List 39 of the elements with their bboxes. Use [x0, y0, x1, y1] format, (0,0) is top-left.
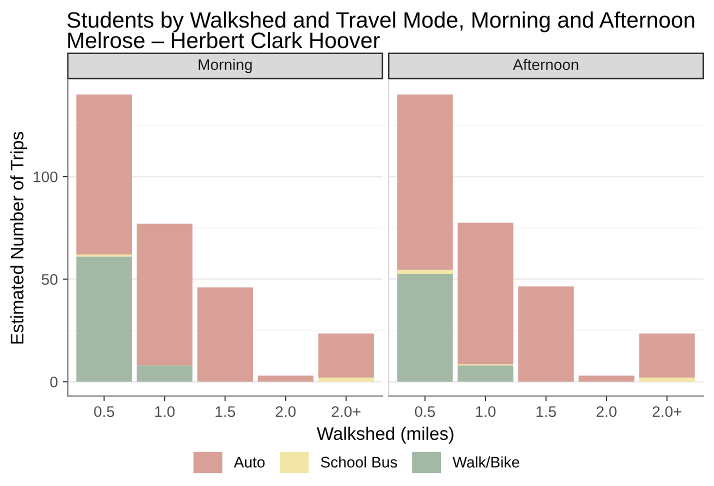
bar: [318, 378, 374, 382]
y-tick-label: 50: [42, 274, 58, 285]
bar: [639, 378, 695, 382]
x-tick-label: 2.0: [596, 406, 617, 418]
text: Students by Walkshed and Travel Mode, Morning and Afternoon: [67, 12, 694, 32]
bar: [458, 222, 514, 364]
x-tick-label: 2.0: [276, 406, 296, 418]
chart-title: Afternoon: [512, 58, 578, 70]
bar: [458, 365, 514, 382]
bar: [397, 274, 453, 382]
bar: [578, 376, 634, 382]
bar: [197, 287, 253, 382]
x-tick-label: 1.5: [536, 406, 556, 418]
x-axis-title: Walkshed (miles): [316, 426, 454, 444]
bar: [258, 376, 314, 382]
y-axis-title: Estimated Number of Trips: [10, 132, 28, 344]
bar: [76, 94, 132, 255]
x-tick-label: 1.5: [216, 406, 236, 418]
legend-label: Walk/Bike: [452, 456, 520, 468]
legend-label: Auto: [234, 456, 265, 468]
x-tick-label: 0.5: [414, 406, 435, 418]
bar: [397, 94, 453, 270]
bar: [318, 334, 374, 378]
bar: [518, 286, 574, 382]
y-tick-label: 0: [50, 376, 58, 388]
legend-label: School Bus: [320, 456, 397, 468]
x-tick-label: 2.0+: [652, 406, 682, 418]
y-tick-label: 100: [34, 171, 58, 182]
x-tick-label: 2.0+: [332, 406, 360, 418]
chart-title: Morning: [198, 58, 252, 74]
bar: [397, 270, 453, 274]
x-tick-label: 1.0: [476, 406, 496, 418]
bar: [136, 224, 192, 366]
bar: [76, 256, 132, 382]
bar: [136, 365, 192, 382]
text: Melrose – Herbert Clark Hoover: [68, 32, 380, 48]
x-tick-label: 1.0: [155, 406, 175, 418]
x-tick-label: 0.5: [94, 406, 114, 418]
bar: [639, 334, 695, 378]
